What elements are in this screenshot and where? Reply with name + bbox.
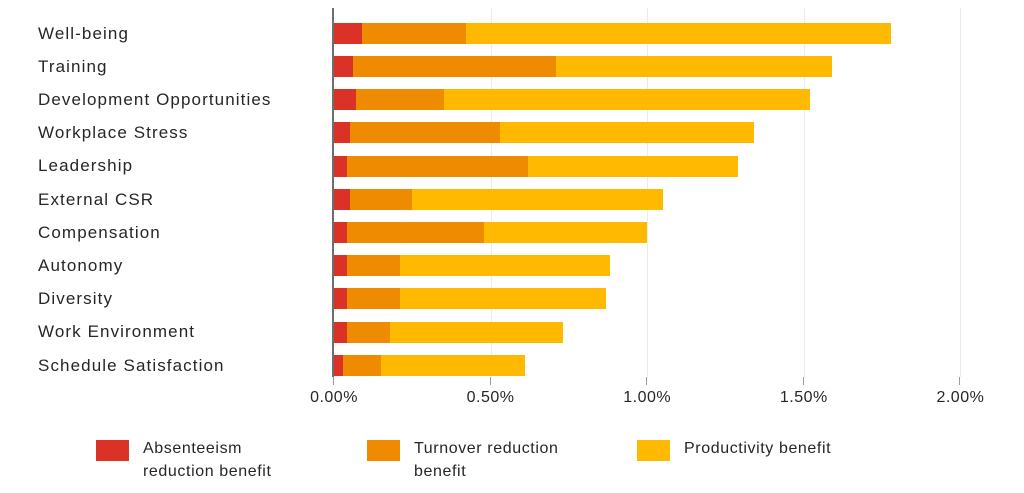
bar-row: [334, 22, 892, 44]
category-labels: Well-being Training Development Opportunit…: [0, 0, 332, 377]
bar-segment-productivity-benefit[interactable]: [556, 55, 832, 77]
category-label: Development Opportunities: [38, 89, 272, 109]
bar-segment-productivity-benefit[interactable]: [380, 354, 526, 376]
bar-segment-absenteeism-reduction-benefit[interactable]: [334, 22, 363, 44]
axis-tick-label: 2.00%: [936, 389, 985, 406]
bar-segment-productivity-benefit[interactable]: [399, 288, 607, 310]
bar-segment-turnover-reduction-benefit[interactable]: [346, 221, 485, 243]
bar-segment-turnover-reduction-benefit[interactable]: [352, 55, 557, 77]
bar-segment-absenteeism-reduction-benefit[interactable]: [334, 89, 356, 111]
axis-tick: [802, 377, 804, 385]
plot-area: 0.00% 0.50% 1.00% 1.50% 2.00%: [310, 8, 994, 406]
category-label: Schedule Satisfaction: [38, 355, 225, 375]
legend-item[interactable]: Turnover reduction benefit: [367, 437, 559, 483]
category-label: Diversity: [38, 289, 114, 309]
bar-segment-turnover-reduction-benefit[interactable]: [349, 122, 500, 144]
category-label: Leadership: [38, 156, 134, 176]
bar-segment-turnover-reduction-benefit[interactable]: [346, 155, 529, 177]
legend-item[interactable]: Absenteeism reduction benefit: [96, 437, 272, 483]
bar-segment-productivity-benefit[interactable]: [465, 22, 892, 44]
axis-tick: [646, 377, 648, 385]
bar-segment-turnover-reduction-benefit[interactable]: [346, 255, 400, 277]
gridline: [803, 8, 805, 377]
legend-swatch-turnover-reduction-benefit: [367, 440, 400, 461]
gridline: [960, 8, 962, 377]
legend-item[interactable]: Productivity benefit: [637, 437, 831, 461]
bar-segment-turnover-reduction-benefit[interactable]: [349, 188, 413, 210]
category-label: External CSR: [38, 189, 155, 209]
category-label: Workplace Stress: [38, 123, 189, 143]
category-label: Work Environment: [38, 322, 196, 342]
category-label: Autonomy: [38, 255, 124, 275]
bar-segment-absenteeism-reduction-benefit[interactable]: [334, 255, 347, 277]
bar-row: [334, 89, 811, 111]
bar-segment-absenteeism-reduction-benefit[interactable]: [334, 155, 347, 177]
bar-segment-absenteeism-reduction-benefit[interactable]: [334, 354, 344, 376]
bar-row: [334, 221, 648, 243]
bar-segment-productivity-benefit[interactable]: [499, 122, 754, 144]
bar-row: [334, 255, 610, 277]
bar-segment-productivity-benefit[interactable]: [412, 188, 663, 210]
bar-row: [334, 188, 663, 210]
bar-segment-turnover-reduction-benefit[interactable]: [362, 22, 466, 44]
bar-row: [334, 122, 754, 144]
bar-segment-absenteeism-reduction-benefit[interactable]: [334, 55, 353, 77]
bar-segment-turnover-reduction-benefit[interactable]: [343, 354, 381, 376]
bar-segment-absenteeism-reduction-benefit[interactable]: [334, 188, 350, 210]
legend: Absenteeism reduction benefit Turnover re…: [0, 430, 1024, 490]
legend-swatch-absenteeism-reduction-benefit: [96, 440, 129, 461]
bar-segment-absenteeism-reduction-benefit[interactable]: [334, 288, 347, 310]
bar-segment-productivity-benefit[interactable]: [528, 155, 738, 177]
bar-segment-absenteeism-reduction-benefit[interactable]: [334, 221, 347, 243]
category-label: Compensation: [38, 222, 161, 242]
bar-row: [334, 354, 526, 376]
legend-label: Productivity benefit: [684, 440, 832, 457]
axis-tick: [959, 377, 961, 385]
bar-segment-productivity-benefit[interactable]: [484, 221, 648, 243]
bar-row: [334, 288, 607, 310]
bar-segment-productivity-benefit[interactable]: [399, 255, 610, 277]
bar-segment-productivity-benefit[interactable]: [390, 321, 563, 343]
bar-row: [334, 55, 832, 77]
bar-segment-turnover-reduction-benefit[interactable]: [346, 321, 391, 343]
category-label: Well-being: [38, 23, 130, 43]
axis-tick: [333, 377, 334, 385]
category-label: Training: [38, 56, 108, 76]
axis-tick-label: 1.00%: [623, 389, 672, 406]
bar-row: [334, 321, 563, 343]
bar-segment-productivity-benefit[interactable]: [443, 89, 811, 111]
legend-swatch-productivity-benefit: [637, 440, 670, 461]
axis-tick-label: 1.50%: [779, 389, 828, 406]
axis-tick-label: 0.00%: [310, 389, 358, 406]
bar-segment-turnover-reduction-benefit[interactable]: [355, 89, 444, 111]
axis-tick: [489, 377, 491, 385]
bar-segment-turnover-reduction-benefit[interactable]: [346, 288, 400, 310]
bar-segment-absenteeism-reduction-benefit[interactable]: [334, 321, 347, 343]
axis-tick-label: 0.50%: [466, 389, 515, 406]
bar-row: [334, 155, 738, 177]
bar-segment-absenteeism-reduction-benefit[interactable]: [334, 122, 350, 144]
legend-label: Absenteeism reduction benefit: [143, 440, 272, 480]
legend-label: Turnover reduction benefit: [414, 440, 559, 480]
